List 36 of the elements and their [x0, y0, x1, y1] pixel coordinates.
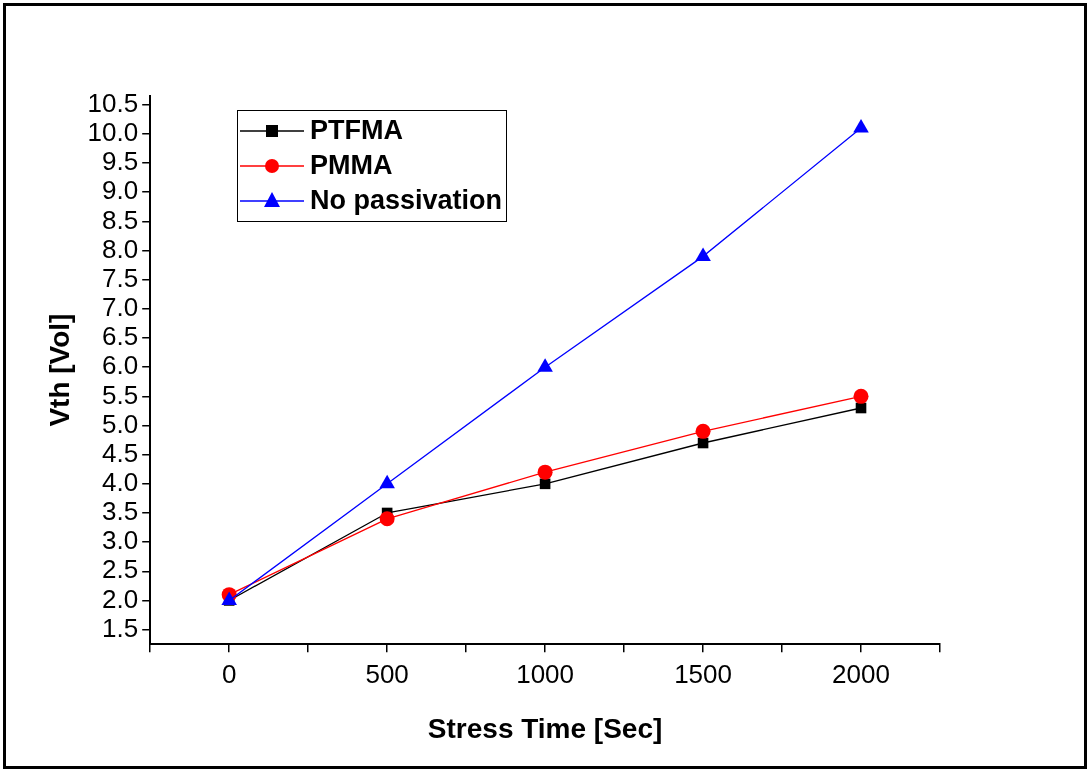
- y-tick-label: 2.0: [102, 583, 139, 614]
- y-tick-label: 8.5: [102, 204, 139, 235]
- y-tick-label: 10.0: [87, 117, 139, 148]
- x-tick-label: 1000: [516, 658, 575, 689]
- point: [537, 358, 553, 372]
- point: [379, 511, 395, 527]
- x-tick-label: 1500: [674, 658, 732, 689]
- y-tick-label: 2.5: [102, 554, 139, 585]
- legend-label: PTFMA: [310, 115, 403, 146]
- x-tick-label: 500: [365, 658, 409, 689]
- legend-label: No passivation: [310, 185, 503, 216]
- y-tick-label: 9.5: [102, 146, 139, 177]
- y-tick-label: 4.0: [102, 466, 139, 497]
- y-axis-title: Vth [Vol]: [43, 313, 75, 427]
- point: [695, 247, 711, 261]
- y-tick-label: 3.0: [102, 525, 139, 556]
- y-tick-label: 10.5: [87, 87, 139, 118]
- y-tick-label: 6.0: [102, 350, 139, 381]
- y-tick-label: 1.5: [102, 612, 139, 643]
- y-tick-label: 7.0: [102, 292, 139, 323]
- y-tick-label: 9.0: [102, 175, 139, 206]
- legend-label: PMMA: [310, 150, 393, 181]
- y-tick-label: 3.5: [102, 496, 139, 527]
- x-tick-label: 0: [221, 658, 237, 689]
- point: [695, 423, 711, 439]
- y-tick-label: 5.0: [102, 408, 139, 439]
- y-tick-label: 8.0: [102, 233, 139, 264]
- point: [853, 388, 869, 404]
- y-tick-label: 6.5: [102, 321, 139, 352]
- y-tick-label: 7.5: [102, 262, 139, 293]
- x-tick-label: 2000: [832, 658, 890, 689]
- y-tick-label: 4.5: [102, 437, 139, 468]
- point: [537, 464, 553, 480]
- y-tick-label: 5.5: [102, 379, 139, 410]
- point: [853, 119, 869, 133]
- x-axis-title: Stress Time [Sec]: [427, 712, 663, 744]
